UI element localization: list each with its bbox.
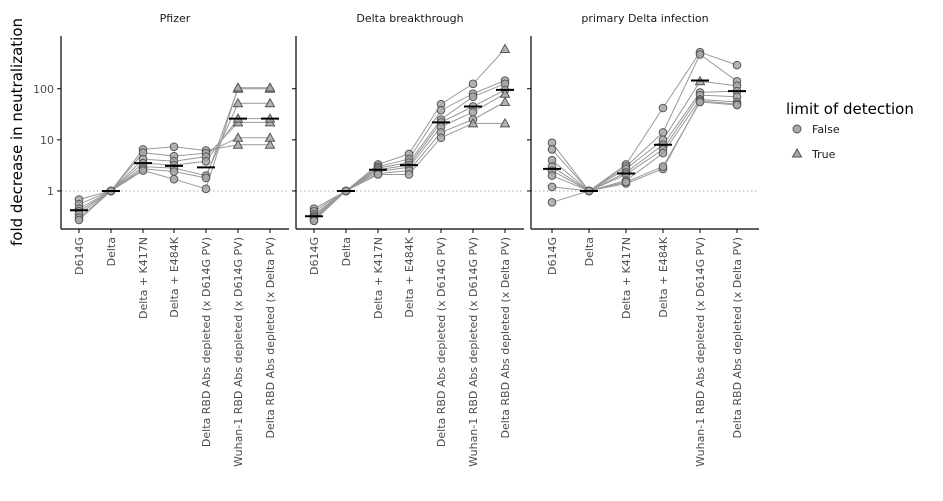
x-tick-label: Delta RBD Abs depleted (x Delta PV)	[264, 237, 277, 438]
data-point	[547, 182, 557, 192]
data-point-lod	[232, 97, 244, 108]
data-point-lod	[499, 117, 511, 128]
legend-marker-triangle	[791, 147, 803, 158]
series-line	[551, 53, 738, 192]
y-axis-label: fold decrease in neutralization	[8, 18, 26, 246]
data-point	[695, 50, 705, 59]
data-point	[468, 79, 478, 89]
data-point	[201, 173, 211, 183]
data-point	[695, 97, 705, 107]
data-point-lod	[499, 43, 511, 53]
data-point	[309, 216, 319, 226]
data-point-lod	[467, 117, 479, 128]
data-point	[468, 107, 478, 117]
y-tick-label: 1	[47, 185, 54, 198]
data-point-lod	[264, 97, 276, 108]
data-point	[658, 148, 668, 158]
x-tick-label: Delta + E484K	[657, 236, 670, 318]
data-point	[547, 171, 557, 180]
x-tick-label: Wuhan-1 RBD Abs depleted (x D614G PV)	[694, 237, 707, 467]
series-line	[551, 101, 738, 203]
x-tick-label: D614G	[73, 237, 86, 275]
data-point	[201, 184, 211, 194]
x-tick-label: Delta + E484K	[168, 236, 181, 318]
data-point-lod	[264, 82, 276, 92]
facet-title: Pfizer	[160, 12, 191, 25]
data-point	[547, 145, 557, 154]
data-point-lod	[499, 96, 511, 107]
x-tick-label: Delta RBD Abs depleted (x D614G PV)	[200, 237, 213, 447]
y-tick-label: 10	[40, 134, 54, 147]
data-point	[169, 174, 179, 184]
facet-title: Delta breakthrough	[356, 12, 463, 25]
x-tick-label: Delta + K417N	[372, 237, 385, 319]
x-tick-label: Delta RBD Abs depleted (x D614G PV)	[435, 237, 448, 447]
x-tick-label: Delta + K417N	[620, 237, 633, 319]
x-tick-label: D614G	[308, 237, 321, 275]
x-tick-label: Delta	[105, 237, 118, 266]
x-tick-label: Delta + K417N	[137, 237, 150, 319]
x-tick-label: D614G	[546, 237, 559, 275]
series-line	[551, 94, 738, 192]
data-point	[404, 170, 414, 179]
x-tick-label: Wuhan-1 RBD Abs depleted (x D614G PV)	[467, 237, 480, 467]
y-tick-label: 100	[33, 83, 54, 96]
data-point-lod	[232, 139, 244, 149]
facet-1: Delta breakthrough D614G Delta Delta + K417…	[292, 12, 524, 467]
data-point	[732, 100, 742, 110]
data-point	[621, 177, 631, 187]
data-point	[547, 197, 557, 207]
data-point	[201, 157, 211, 166]
data-point	[74, 215, 84, 225]
series-line	[551, 51, 738, 192]
x-tick-label: Delta + E484K	[403, 236, 416, 318]
data-point-lod	[264, 139, 276, 149]
legend-label-false: False	[812, 123, 840, 136]
x-tick-label: Delta RBD Abs depleted (x Delta PV)	[499, 237, 512, 438]
series-line	[313, 48, 506, 210]
x-tick-label: Wuhan-1 RBD Abs depleted (x D614G PV)	[232, 237, 245, 467]
legend-marker-circle	[792, 124, 802, 134]
data-point	[658, 103, 668, 113]
data-point	[658, 128, 668, 137]
facet-title: primary Delta infection	[581, 12, 708, 25]
series-line	[551, 98, 738, 192]
legend: limit of detection False True	[786, 100, 914, 161]
data-point-lod	[264, 132, 276, 142]
facet-0: Pfizer 1 10 100 D614G Delta Delta + K417N Delta…	[33, 12, 289, 467]
data-point	[138, 166, 148, 175]
data-point-lod	[232, 82, 244, 92]
series-line	[551, 80, 738, 192]
data-point	[436, 105, 446, 115]
data-point	[436, 133, 446, 143]
data-point	[732, 60, 742, 70]
data-point	[169, 167, 179, 176]
data-point	[373, 170, 383, 179]
legend-label-true: True	[811, 148, 836, 161]
x-tick-label: Delta	[340, 237, 353, 266]
x-tick-label: Delta RBD Abs depleted (x Delta PV)	[731, 237, 744, 438]
data-point	[658, 162, 668, 171]
data-point	[169, 142, 179, 152]
x-tick-label: Delta	[583, 237, 596, 266]
series-line	[551, 100, 738, 192]
series-line	[551, 90, 738, 192]
data-point	[468, 92, 478, 101]
facet-2: primary Delta infection D614G Delta Delta +…	[527, 12, 759, 467]
data-point-lod	[232, 132, 244, 142]
legend-title: limit of detection	[786, 100, 914, 118]
